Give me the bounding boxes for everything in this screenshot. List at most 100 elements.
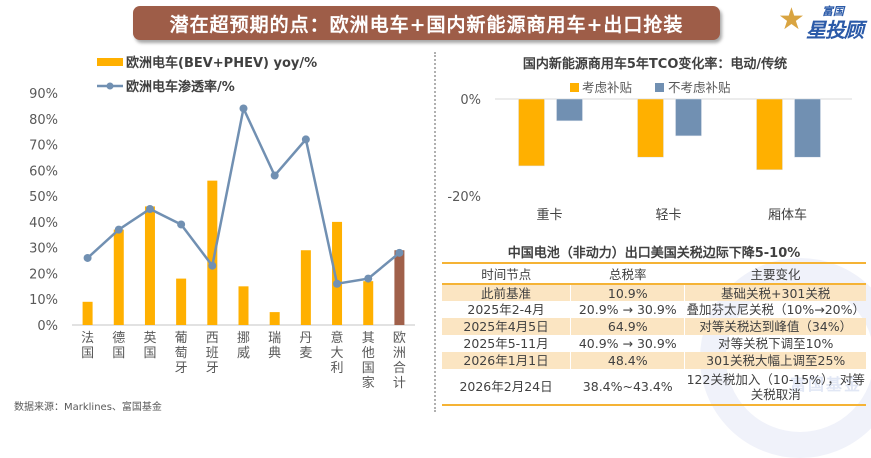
star-icon: ★: [778, 2, 805, 37]
logo-top-text: 富国: [822, 5, 844, 18]
table-row: 2026年1月1日 48.4% 301关税大幅上调至25%: [442, 352, 866, 369]
table-row: 2026年2月24日 38.4%~43.4% 122关税加入（10-15%），对…: [442, 369, 866, 406]
table-cell: 40.9% → 30.9%: [570, 335, 686, 352]
legend-swatch-subsidy: [570, 83, 579, 92]
x-tick-label: 挪威: [237, 331, 250, 361]
tco-bar-no-subsidy: [794, 98, 821, 158]
tco-chart: 国内新能源商用车5年TCO变化率：电动/传统 考虑补贴 不考虑补贴 0% -20%…: [447, 56, 852, 223]
chart-legend: 欧洲电车(BEV+PHEV) yoy/% 欧洲电车渗透率/%: [97, 55, 317, 95]
x-tick-label: 意大利: [331, 330, 344, 376]
legend-label-penetration: 欧洲电车渗透率/%: [126, 79, 235, 95]
table-cell: 2025年2-4月: [467, 302, 545, 317]
table-cell: 64.9%: [570, 318, 686, 335]
legend-label-yoy: 欧洲电车(BEV+PHEV) yoy/%: [126, 55, 317, 71]
yoy-bar: [269, 312, 280, 325]
y-tick-label: -20%: [447, 190, 481, 205]
penetration-point: [301, 135, 310, 144]
x-tick-label: 轻卡: [655, 208, 681, 223]
penetration-point: [333, 279, 342, 288]
tariff-table-title: 中国电池（非动力）出口美国关税边际下降5-10%: [507, 246, 801, 261]
table-row: 2025年5-11月 40.9% → 30.9% 对等关税下调至10%: [442, 335, 866, 352]
x-tick-label: 西班牙: [206, 331, 219, 376]
tco-bar-subsidy: [637, 98, 664, 158]
x-tick-label: 重卡: [536, 207, 562, 223]
column-header: 时间节点: [442, 262, 571, 285]
legend-label-subsidy: 考虑补贴: [582, 80, 632, 95]
table-row: 2025年2-4月 20.9% → 30.9% 叠加芬太尼关税（10%→20%）: [442, 301, 866, 318]
penetration-point: [177, 220, 186, 229]
y-tick-label: 20%: [29, 267, 58, 282]
table-cell: 对等关税下调至10%: [718, 336, 834, 351]
legend-marker-penetration: [106, 82, 114, 90]
table-header-row: 时间节点 总税率 主要变化: [442, 262, 866, 285]
penetration-point: [239, 104, 248, 113]
x-tick-label: 欧洲合计: [393, 331, 406, 391]
y-tick-label: 30%: [29, 242, 58, 257]
table-cell: 对等关税达到峰值（34%）: [684, 318, 866, 335]
tco-bar-no-subsidy: [675, 98, 702, 137]
penetration-point: [395, 248, 404, 257]
penetration-line: [86, 104, 401, 286]
table-cell: 2026年1月1日: [442, 352, 571, 369]
table-cell: 2026年2月24日: [442, 369, 571, 406]
tco-bar-subsidy: [518, 98, 545, 167]
table-row: 此前基准 10.9% 基础关税+301关税: [442, 284, 866, 301]
y-tick-label: 0%: [37, 319, 58, 334]
table-cell: 叠加芬太尼关税（10%→20%）: [686, 302, 865, 317]
tariff-table: 时间节点 总税率 主要变化 此前基准 10.9% 基础关税+301关税 2025…: [442, 262, 866, 406]
logo-main-text: 星投顾: [806, 18, 864, 42]
x-tick-label: 英国: [143, 331, 156, 361]
penetration-point: [208, 261, 217, 270]
tco-bar-no-subsidy: [556, 98, 583, 122]
table-cell: 2025年5-11月: [463, 336, 549, 351]
tco-chart-title: 国内新能源商用车5年TCO变化率：电动/传统: [523, 56, 787, 72]
yoy-bar: [300, 250, 311, 325]
tco-legend: 考虑补贴 不考虑补贴: [570, 80, 731, 95]
yoy-bar: [144, 206, 155, 325]
section-divider: [434, 52, 436, 412]
table-cell: 301关税大幅上调至25%: [684, 352, 866, 369]
yoy-bar: [207, 180, 218, 325]
y-tick-label: 70%: [29, 139, 58, 154]
penetration-point: [83, 253, 92, 262]
y-tick-label: 10%: [29, 293, 58, 308]
yoy-bar: [332, 221, 343, 325]
x-tick-label: 葡萄牙: [175, 331, 188, 376]
legend-swatch-no-subsidy: [655, 83, 664, 92]
penetration-point: [145, 205, 154, 213]
yoy-bar: [113, 229, 124, 325]
table-cell: 基础关税+301关税: [684, 284, 866, 301]
y-tick-label: 0%: [460, 93, 481, 108]
y-tick-label: 80%: [29, 113, 58, 128]
x-tick-label: 厢体车: [768, 207, 807, 223]
europe-ev-chart: 欧洲电车(BEV+PHEV) yoy/% 欧洲电车渗透率/% 0% 10% 20% 3…: [29, 55, 415, 391]
x-tick-label: 其他国家: [362, 331, 375, 391]
column-header: 主要变化: [684, 262, 866, 285]
table-cell: 48.4%: [570, 352, 686, 369]
table-cell: 38.4%~43.4%: [570, 369, 686, 406]
page-title: 潜在超预期的点：欧洲电车+国内新能源商用车+出口抢装: [169, 13, 684, 36]
legend-swatch-yoy: [97, 58, 123, 66]
yoy-bar: [82, 301, 93, 325]
table-cell: 122关税加入（10-15%），对等关税取消: [684, 369, 866, 406]
brand-logo: ★ 富国 星投顾: [778, 2, 868, 43]
yoy-bar: [176, 278, 187, 325]
table-cell: 此前基准: [442, 284, 571, 301]
yoy-bar: [394, 250, 405, 325]
x-tick-label: 丹麦: [299, 331, 312, 361]
x-tick-label: 德国: [112, 331, 125, 361]
tco-bar-subsidy: [756, 98, 783, 171]
yoy-bar: [238, 286, 249, 325]
penetration-point: [364, 274, 373, 283]
page-title-banner: 潜在超预期的点：欧洲电车+国内新能源商用车+出口抢装: [133, 6, 720, 40]
legend-label-no-subsidy: 不考虑补贴: [668, 80, 731, 95]
yoy-bar: [363, 281, 374, 325]
y-tick-label: 50%: [29, 190, 58, 205]
y-tick-label: 40%: [29, 216, 58, 231]
x-tick-label: 法国: [81, 331, 94, 361]
table-cell: 2025年4月5日: [442, 318, 571, 335]
y-tick-label: 60%: [29, 164, 58, 179]
data-source-note: 数据来源：Marklines、富国基金: [14, 402, 162, 413]
penetration-point: [270, 171, 279, 180]
table-cell: 20.9% → 30.9%: [570, 301, 686, 318]
